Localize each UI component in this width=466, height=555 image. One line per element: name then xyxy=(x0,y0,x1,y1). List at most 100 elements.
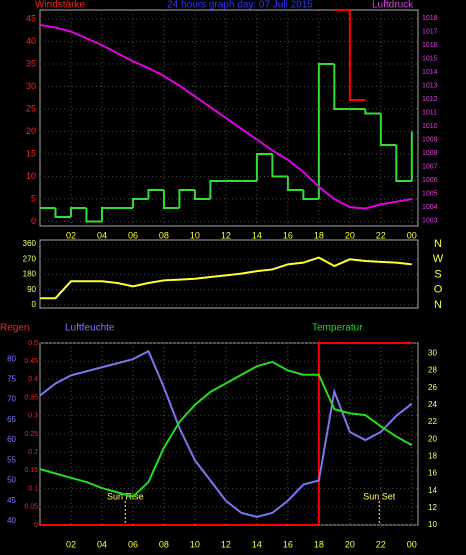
x-tick-label: 02 xyxy=(66,230,76,240)
chart-title: 24 hours graph day: 07 Juli 2015 xyxy=(167,0,313,11)
y-tick-label: 270 xyxy=(23,254,37,263)
y-tick-label: 45 xyxy=(26,13,36,23)
y-tick-label: 50 xyxy=(7,476,16,485)
y-tick-label: 20 xyxy=(26,126,36,136)
x-tick-label: 12 xyxy=(221,230,231,240)
x-tick-label: 04 xyxy=(97,539,107,549)
step-segment xyxy=(271,154,288,178)
axis-label: Luftdruck xyxy=(372,0,414,11)
y-tick-label: 30 xyxy=(26,81,36,91)
y-tick-label: 20 xyxy=(428,434,437,443)
plot-frame xyxy=(39,9,419,227)
y-tick-label: 90 xyxy=(27,285,36,294)
axis-label: Windstärke xyxy=(35,0,85,11)
step-segment xyxy=(255,153,273,181)
x-tick-label: 00 xyxy=(407,539,417,549)
y-tick-label: 1010 xyxy=(422,123,438,130)
y-tick-label: 45 xyxy=(7,496,16,505)
y-tick-label: 16 xyxy=(428,469,437,478)
y-tick-label: 30 xyxy=(428,348,437,357)
y-tick-label: 24 xyxy=(428,400,437,409)
step-segment xyxy=(162,190,180,209)
y-tick-label: 75 xyxy=(7,375,16,384)
y-tick-label: W xyxy=(433,253,444,265)
y-tick-label: 0 xyxy=(31,216,36,226)
step-segment xyxy=(178,189,195,208)
y-tick-label: N xyxy=(434,238,442,250)
y-tick-label: 0.35 xyxy=(24,394,38,401)
y-tick-label: 26 xyxy=(428,383,437,392)
x-tick-label: 06 xyxy=(128,539,138,549)
y-tick-label: S xyxy=(434,268,441,280)
y-tick-label: 25 xyxy=(26,103,36,113)
y-tick-label: 14 xyxy=(428,486,437,495)
y-tick-label: 40 xyxy=(26,36,36,46)
y-tick-label: O xyxy=(434,284,443,296)
step-segment xyxy=(333,64,350,110)
x-tick-label: 10 xyxy=(190,539,200,549)
y-tick-label: 28 xyxy=(428,366,437,375)
x-tick-label: 20 xyxy=(345,230,355,240)
y-tick-label: 1011 xyxy=(422,109,437,116)
y-tick-label: 12 xyxy=(428,503,437,512)
y-tick-label: 18 xyxy=(428,451,437,460)
y-tick-label: 1003 xyxy=(422,217,438,224)
annotation: Sun Set xyxy=(363,491,396,501)
step-segment xyxy=(54,208,71,218)
step-segment xyxy=(209,180,226,199)
y-tick-label: 1007 xyxy=(422,163,438,170)
y-tick-label: 0.1 xyxy=(28,485,38,492)
y-tick-label: 0.15 xyxy=(24,467,38,474)
y-tick-label: 0 xyxy=(34,522,38,529)
step-segment xyxy=(131,198,149,208)
x-tick-label: 16 xyxy=(283,539,293,549)
x-tick-label: 18 xyxy=(314,230,324,240)
plot-frame xyxy=(39,239,419,309)
step-segment xyxy=(286,176,304,191)
x-tick-label: 14 xyxy=(252,539,262,549)
x-tick-label: 20 xyxy=(345,539,355,549)
y-tick-label: 1014 xyxy=(422,69,438,76)
y-tick-label: 22 xyxy=(428,417,437,426)
y-tick-label: 10 xyxy=(26,171,36,181)
axis-label: Temperatur xyxy=(312,323,363,334)
y-tick-label: 0.2 xyxy=(28,449,38,456)
x-tick-label: 14 xyxy=(252,230,262,240)
step-segment xyxy=(364,109,381,115)
y-tick-label: 1016 xyxy=(422,42,438,49)
y-tick-label: 1013 xyxy=(422,82,438,89)
y-tick-label: 35 xyxy=(26,58,36,68)
series-line xyxy=(39,349,413,518)
step-segment xyxy=(395,145,412,182)
x-tick-label: 02 xyxy=(66,539,76,549)
y-tick-label: 1012 xyxy=(422,96,438,103)
y-tick-label: 1017 xyxy=(422,28,438,35)
x-tick-label: 06 xyxy=(128,230,138,240)
x-tick-label: 22 xyxy=(376,539,386,549)
y-tick-label: 0 xyxy=(32,300,37,309)
x-tick-label: 12 xyxy=(221,539,231,549)
step-segment xyxy=(100,207,118,222)
y-tick-label: 0.5 xyxy=(28,340,38,347)
y-tick-label: 80 xyxy=(7,354,16,363)
x-tick-label: 16 xyxy=(283,230,293,240)
y-tick-label: 1008 xyxy=(422,150,438,157)
y-tick-label: 1009 xyxy=(422,136,438,143)
y-tick-label: 1005 xyxy=(422,190,438,197)
y-tick-label: 360 xyxy=(23,239,37,248)
x-tick-label: 08 xyxy=(159,230,169,240)
y-tick-label: 15 xyxy=(26,148,36,158)
step-segment xyxy=(193,190,211,200)
axis-label: Luftfeuchte xyxy=(65,323,115,334)
annotation: Sun Rise xyxy=(107,491,144,501)
y-tick-label: 55 xyxy=(7,455,16,464)
y-tick-label: 5 xyxy=(31,193,36,203)
x-tick-label: 08 xyxy=(159,539,169,549)
step-segment xyxy=(379,113,397,146)
step-segment xyxy=(69,207,87,217)
series-line xyxy=(40,256,412,300)
y-tick-label: 65 xyxy=(7,415,16,424)
